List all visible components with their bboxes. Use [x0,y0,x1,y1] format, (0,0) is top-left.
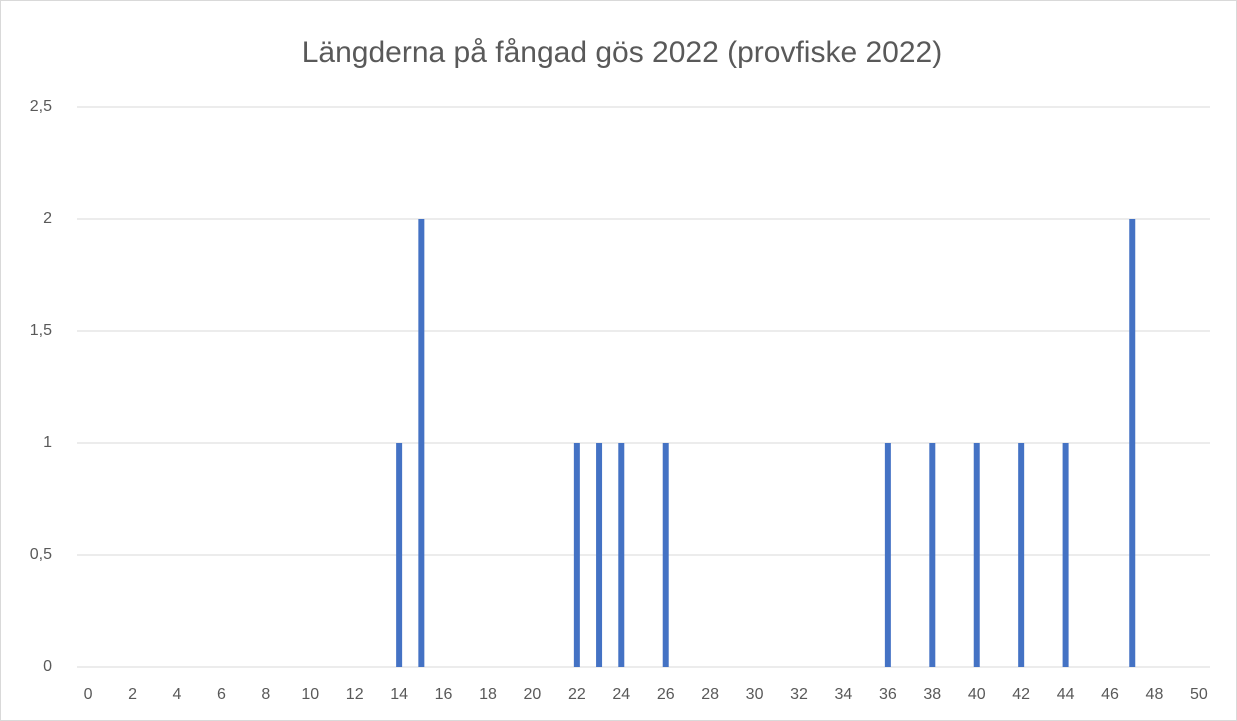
x-tick-label: 22 [568,686,586,703]
x-tick-label: 36 [879,686,897,703]
x-tick-label: 8 [261,686,270,703]
x-tick-label: 32 [790,686,808,703]
x-tick-label: 0 [84,686,93,703]
x-tick-label: 18 [479,686,497,703]
x-tick-label: 4 [173,686,182,703]
x-tick-label: 24 [612,686,630,703]
bar [618,443,625,667]
y-tick-label: 1 [43,434,52,451]
bar [929,443,936,667]
x-tick-label: 14 [390,686,408,703]
x-tick-label: 42 [1012,686,1030,703]
x-tick-label: 44 [1057,686,1075,703]
y-tick-label: 1,5 [30,322,52,339]
bar [973,443,980,667]
bar [396,443,403,667]
x-tick-label: 48 [1146,686,1164,703]
x-tick-label: 38 [923,686,941,703]
x-tick-label: 16 [435,686,453,703]
y-tick-label: 0,5 [30,546,52,563]
bar [884,443,891,667]
bar [1129,219,1136,667]
x-tick-label: 10 [301,686,319,703]
x-tick-label: 6 [217,686,226,703]
bar [573,443,580,667]
x-tick-label: 50 [1190,686,1208,703]
bar [596,443,603,667]
x-tick-label: 20 [524,686,542,703]
x-tick-label: 34 [835,686,853,703]
bar [662,443,669,667]
x-tick-label: 30 [746,686,764,703]
chart-title: Längderna på fångad gös 2022 (provfiske … [302,36,942,69]
y-tick-label: 2 [43,210,52,227]
y-tick-label: 2,5 [30,98,52,115]
x-tick-label: 26 [657,686,675,703]
bar [1062,443,1069,667]
x-tick-label: 46 [1101,686,1119,703]
y-tick-label: 0 [43,658,52,675]
x-tick-label: 28 [701,686,719,703]
x-tick-label: 12 [346,686,364,703]
x-tick-label: 40 [968,686,986,703]
bar [418,219,425,667]
x-tick-label: 2 [128,686,137,703]
bar [1018,443,1025,667]
